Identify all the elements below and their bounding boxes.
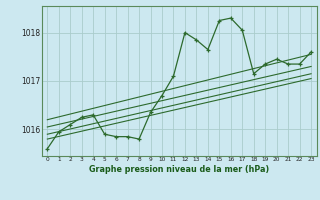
X-axis label: Graphe pression niveau de la mer (hPa): Graphe pression niveau de la mer (hPa) xyxy=(89,165,269,174)
